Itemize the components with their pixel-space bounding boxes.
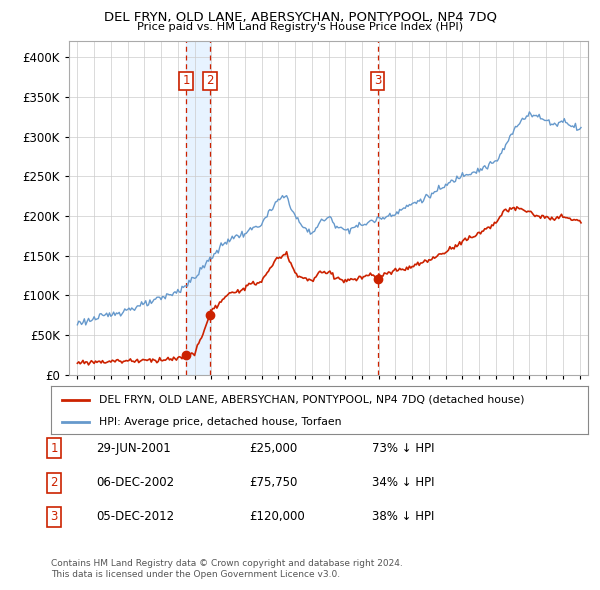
Text: Contains HM Land Registry data © Crown copyright and database right 2024.: Contains HM Land Registry data © Crown c… bbox=[51, 559, 403, 568]
Text: This data is licensed under the Open Government Licence v3.0.: This data is licensed under the Open Gov… bbox=[51, 571, 340, 579]
Text: 3: 3 bbox=[50, 510, 58, 523]
Text: 3: 3 bbox=[374, 74, 381, 87]
Bar bbox=[186, 41, 210, 375]
Text: £75,750: £75,750 bbox=[249, 476, 298, 489]
Text: £25,000: £25,000 bbox=[249, 442, 297, 455]
Text: HPI: Average price, detached house, Torfaen: HPI: Average price, detached house, Torf… bbox=[100, 417, 342, 427]
Text: 06-DEC-2002: 06-DEC-2002 bbox=[96, 476, 174, 489]
Text: 34% ↓ HPI: 34% ↓ HPI bbox=[372, 476, 434, 489]
Text: DEL FRYN, OLD LANE, ABERSYCHAN, PONTYPOOL, NP4 7DQ (detached house): DEL FRYN, OLD LANE, ABERSYCHAN, PONTYPOO… bbox=[100, 395, 525, 405]
Text: 2: 2 bbox=[206, 74, 214, 87]
Text: DEL FRYN, OLD LANE, ABERSYCHAN, PONTYPOOL, NP4 7DQ: DEL FRYN, OLD LANE, ABERSYCHAN, PONTYPOO… bbox=[104, 11, 497, 24]
Text: 1: 1 bbox=[50, 442, 58, 455]
Text: £120,000: £120,000 bbox=[249, 510, 305, 523]
Text: 05-DEC-2012: 05-DEC-2012 bbox=[96, 510, 174, 523]
Text: 1: 1 bbox=[182, 74, 190, 87]
Text: 29-JUN-2001: 29-JUN-2001 bbox=[96, 442, 171, 455]
Text: 73% ↓ HPI: 73% ↓ HPI bbox=[372, 442, 434, 455]
Text: 38% ↓ HPI: 38% ↓ HPI bbox=[372, 510, 434, 523]
Text: Price paid vs. HM Land Registry's House Price Index (HPI): Price paid vs. HM Land Registry's House … bbox=[137, 22, 463, 32]
Text: 2: 2 bbox=[50, 476, 58, 489]
